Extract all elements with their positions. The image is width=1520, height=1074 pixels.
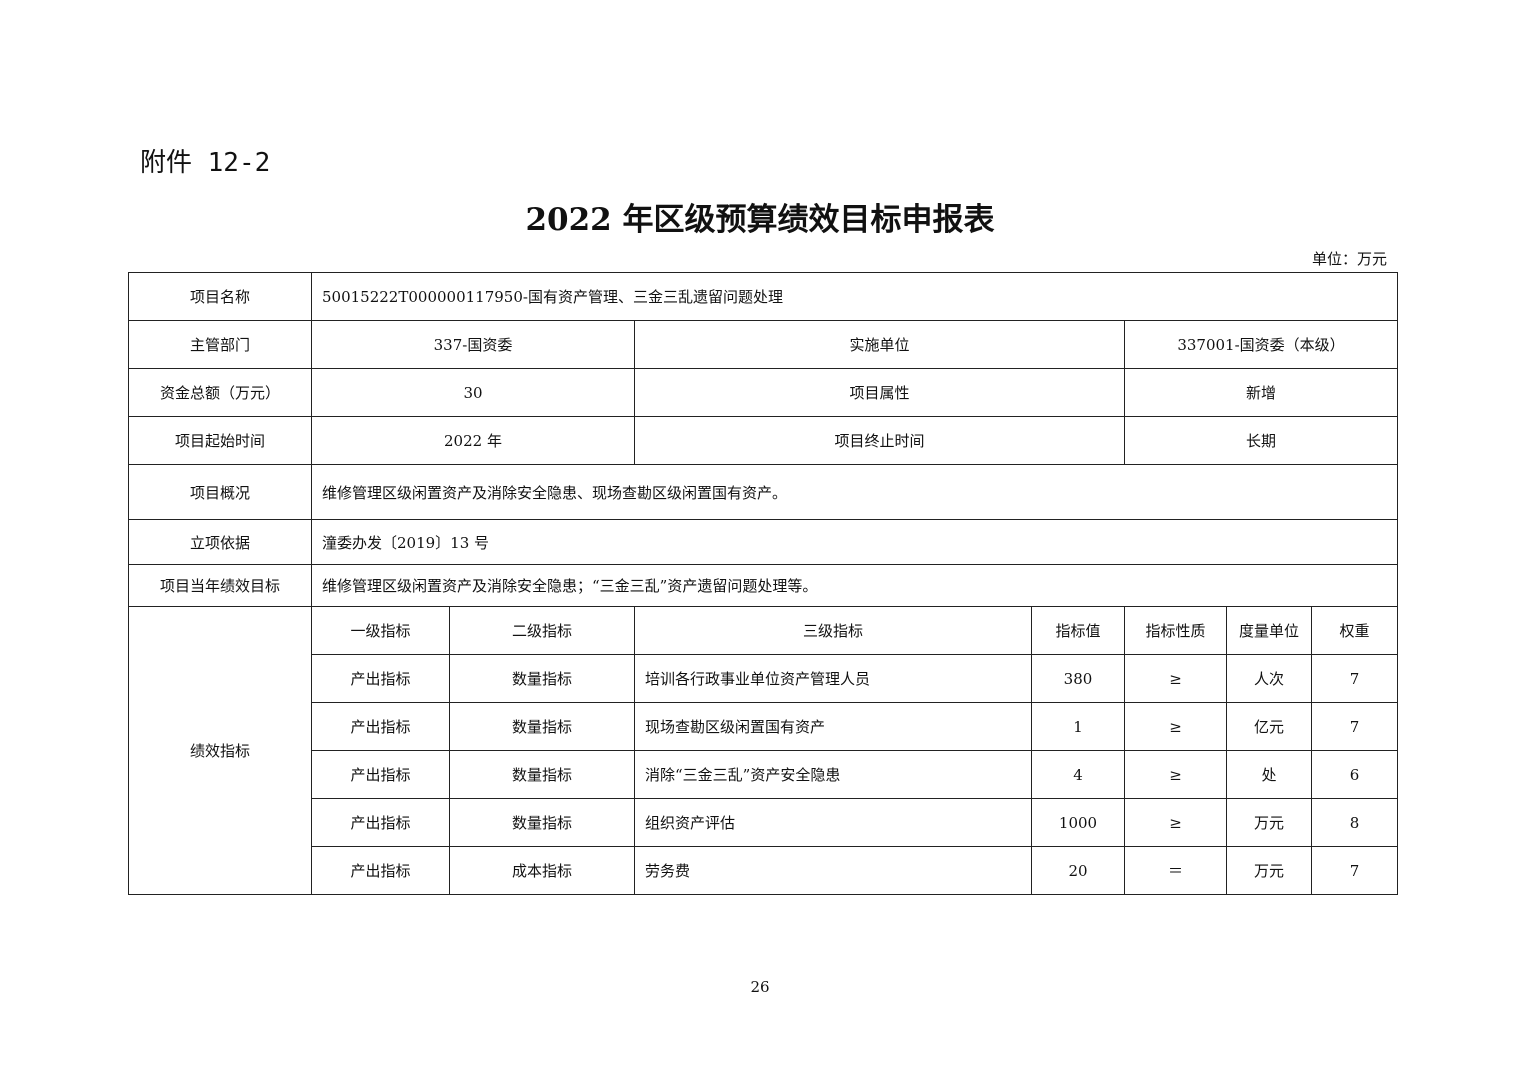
- header-nature: 指标性质: [1124, 606, 1227, 655]
- header-value: 指标值: [1031, 606, 1125, 655]
- value-basis: 潼委办发〔2019〕13 号: [310, 519, 1399, 565]
- cell-nature: ＝: [1124, 846, 1227, 895]
- cell-weight: 6: [1310, 750, 1399, 799]
- header-level2: 二级指标: [449, 606, 635, 655]
- cell-level2: 数量指标: [449, 750, 635, 799]
- header-level3: 三级指标: [634, 606, 1032, 655]
- cell-unit: 万元: [1226, 798, 1312, 847]
- cell-unit: 亿元: [1226, 702, 1312, 751]
- value-overview: 维修管理区级闲置资产及消除安全隐患、现场查勘区级闲置国有资产。: [310, 464, 1399, 520]
- page-title: 2022 年区级预算绩效目标申报表: [525, 202, 995, 238]
- label-department: 主管部门: [128, 320, 312, 369]
- label-end: 项目终止时间: [634, 416, 1125, 465]
- unit-note: 单位：万元: [1311, 250, 1387, 268]
- row-basis: 立项依据 潼委办发〔2019〕13 号: [128, 519, 1399, 565]
- indicator-row: 产出指标 数量指标 培训各行政事业单位资产管理人员 380 ≥ 人次 7: [129, 654, 1399, 703]
- cell-nature: ≥: [1124, 750, 1227, 799]
- value-funds: 30: [311, 368, 635, 417]
- cell-level1: 产出指标: [311, 702, 450, 751]
- cell-level2: 数量指标: [449, 654, 635, 703]
- cell-value: 1000: [1031, 798, 1125, 847]
- header-weight: 权重: [1310, 606, 1399, 655]
- cell-level2: 数量指标: [449, 798, 635, 847]
- row-funds: 资金总额（万元） 30 项目属性 新增: [128, 368, 1399, 417]
- header-level1: 一级指标: [311, 606, 450, 655]
- value-end: 长期: [1123, 416, 1399, 465]
- label-attribute: 项目属性: [634, 368, 1125, 417]
- cell-weight: 7: [1310, 702, 1399, 751]
- value-project-name: 50015222T000000117950-国有资产管理、三金三乱遗留问题处理: [310, 272, 1399, 321]
- label-indicators: 绩效指标: [128, 606, 312, 895]
- cell-value: 4: [1031, 750, 1125, 799]
- cell-weight: 8: [1310, 798, 1399, 847]
- cell-value: 380: [1031, 654, 1125, 703]
- indicator-header-row: 绩效指标 一级指标 二级指标 三级指标 指标值 指标性质 度量单位 权重: [128, 606, 1399, 895]
- label-start: 项目起始时间: [128, 416, 312, 465]
- attachment-label: 附件 12-2: [140, 148, 271, 178]
- budget-performance-table: 项目名称 50015222T000000117950-国有资产管理、三金三乱遗留…: [128, 272, 1399, 895]
- row-project-name: 项目名称 50015222T000000117950-国有资产管理、三金三乱遗留…: [128, 272, 1399, 321]
- label-funds: 资金总额（万元）: [128, 368, 312, 417]
- cell-level1: 产出指标: [311, 798, 450, 847]
- page-number: 26: [750, 978, 770, 996]
- indicator-row: 产出指标 数量指标 消除“三金三乱”资产安全隐患 4 ≥ 处 6: [129, 750, 1399, 799]
- cell-level3: 培训各行政事业单位资产管理人员: [634, 654, 1032, 703]
- cell-nature: ≥: [1124, 702, 1227, 751]
- label-basis: 立项依据: [128, 519, 312, 565]
- indicator-row: 产出指标 数量指标 组织资产评估 1000 ≥ 万元 8: [129, 798, 1399, 847]
- label-project-name: 项目名称: [128, 272, 312, 321]
- value-attribute: 新增: [1123, 368, 1399, 417]
- row-time: 项目起始时间 2022 年 项目终止时间 长期: [128, 416, 1399, 465]
- cell-weight: 7: [1310, 846, 1399, 895]
- cell-unit: 人次: [1226, 654, 1312, 703]
- cell-level2: 成本指标: [449, 846, 635, 895]
- cell-value: 1: [1031, 702, 1125, 751]
- indicator-row: 产出指标 成本指标 劳务费 20 ＝ 万元 7: [129, 846, 1399, 895]
- cell-level3: 劳务费: [634, 846, 1032, 895]
- header-unit: 度量单位: [1226, 606, 1312, 655]
- cell-level3: 组织资产评估: [634, 798, 1032, 847]
- cell-value: 20: [1031, 846, 1125, 895]
- cell-level1: 产出指标: [311, 750, 450, 799]
- cell-weight: 7: [1310, 654, 1399, 703]
- value-start: 2022 年: [311, 416, 635, 465]
- cell-level3: 现场查勘区级闲置国有资产: [634, 702, 1032, 751]
- cell-level2: 数量指标: [449, 702, 635, 751]
- cell-level3: 消除“三金三乱”资产安全隐患: [634, 750, 1032, 799]
- value-impl-unit: 337001-国资委（本级）: [1123, 320, 1399, 369]
- value-goal: 维修管理区级闲置资产及消除安全隐患；“三金三乱”资产遗留问题处理等。: [310, 564, 1399, 607]
- indicator-row: 产出指标 数量指标 现场查勘区级闲置国有资产 1 ≥ 亿元 7: [129, 702, 1399, 751]
- cell-unit: 处: [1226, 750, 1312, 799]
- cell-nature: ≥: [1124, 654, 1227, 703]
- value-department: 337-国资委: [311, 320, 635, 369]
- row-goal: 项目当年绩效目标 维修管理区级闲置资产及消除安全隐患；“三金三乱”资产遗留问题处…: [128, 564, 1399, 607]
- cell-level1: 产出指标: [311, 846, 450, 895]
- cell-nature: ≥: [1124, 798, 1227, 847]
- row-department: 主管部门 337-国资委 实施单位 337001-国资委（本级）: [128, 320, 1399, 369]
- cell-unit: 万元: [1226, 846, 1312, 895]
- label-overview: 项目概况: [128, 464, 312, 520]
- cell-level1: 产出指标: [311, 654, 450, 703]
- row-overview: 项目概况 维修管理区级闲置资产及消除安全隐患、现场查勘区级闲置国有资产。: [128, 464, 1399, 520]
- label-goal: 项目当年绩效目标: [128, 564, 312, 607]
- label-impl-unit: 实施单位: [634, 320, 1125, 369]
